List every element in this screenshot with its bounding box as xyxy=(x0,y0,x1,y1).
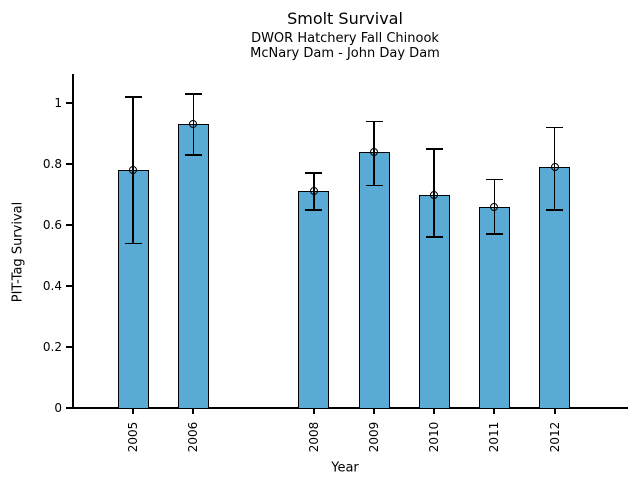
x-tick xyxy=(132,409,135,414)
data-point-marker xyxy=(550,163,559,172)
data-point-marker xyxy=(189,120,198,129)
data-point-marker xyxy=(490,202,499,211)
bar xyxy=(539,167,571,409)
data-point-marker xyxy=(129,166,138,175)
y-tick-label: 0.4 xyxy=(42,279,62,293)
error-bar-cap-top xyxy=(485,178,503,180)
y-tick-label: 0.6 xyxy=(42,218,62,232)
x-tick xyxy=(493,409,496,414)
x-tick xyxy=(192,409,195,414)
data-point-marker xyxy=(309,187,318,196)
x-tick-label: 2010 xyxy=(427,421,442,453)
error-bar-cap-bottom xyxy=(485,233,503,235)
x-tick-label: 2006 xyxy=(186,421,201,453)
x-tick-label: 2011 xyxy=(487,421,502,453)
error-bar-cap-top xyxy=(365,120,383,123)
y-axis-spine xyxy=(72,74,74,409)
x-axis-label: Year xyxy=(331,460,359,476)
y-tick-label: 0 xyxy=(54,401,62,415)
error-bar-cap-bottom xyxy=(124,242,142,245)
y-tick xyxy=(66,285,72,287)
y-tick xyxy=(66,163,72,165)
x-tick xyxy=(373,409,375,414)
error-bar-cap-top xyxy=(305,172,323,174)
chart-title: Smolt Survival xyxy=(287,9,403,28)
x-tick-label: 2009 xyxy=(367,421,381,453)
error-bar-cap-bottom xyxy=(305,209,323,211)
x-tick xyxy=(433,409,436,414)
x-tick-label: 2012 xyxy=(547,421,562,453)
error-bar-cap-top xyxy=(184,93,202,95)
chart-subtitle-line1: DWOR Hatchery Fall Chinook xyxy=(251,31,439,46)
data-point-marker xyxy=(430,190,439,199)
x-tick xyxy=(312,409,315,414)
error-bar-cap-bottom xyxy=(425,236,443,238)
error-bar-cap-bottom xyxy=(365,184,383,187)
x-tick xyxy=(553,409,556,414)
y-tick-label: 0.8 xyxy=(42,157,62,171)
bar xyxy=(177,124,209,409)
x-tick-label: 2008 xyxy=(306,421,321,453)
bar xyxy=(358,151,390,409)
error-bar-cap-bottom xyxy=(184,154,202,156)
error-bar-cap-top xyxy=(425,148,443,150)
x-tick-label: 2005 xyxy=(126,421,141,453)
data-point-marker xyxy=(370,147,378,156)
bar xyxy=(478,206,510,409)
y-tick-label: 1 xyxy=(54,96,62,110)
error-bar-cap-bottom xyxy=(546,209,564,211)
y-tick-label: 0.2 xyxy=(42,340,62,354)
y-tick xyxy=(66,224,72,226)
y-tick xyxy=(66,407,72,409)
bar xyxy=(298,191,330,409)
error-bar-cap-top xyxy=(546,126,564,129)
y-tick xyxy=(66,102,72,104)
chart-subtitle-line2: McNary Dam - John Day Dam xyxy=(250,46,440,61)
y-tick xyxy=(66,346,72,348)
error-bar-cap-top xyxy=(124,96,142,98)
x-axis-spine xyxy=(72,407,628,409)
